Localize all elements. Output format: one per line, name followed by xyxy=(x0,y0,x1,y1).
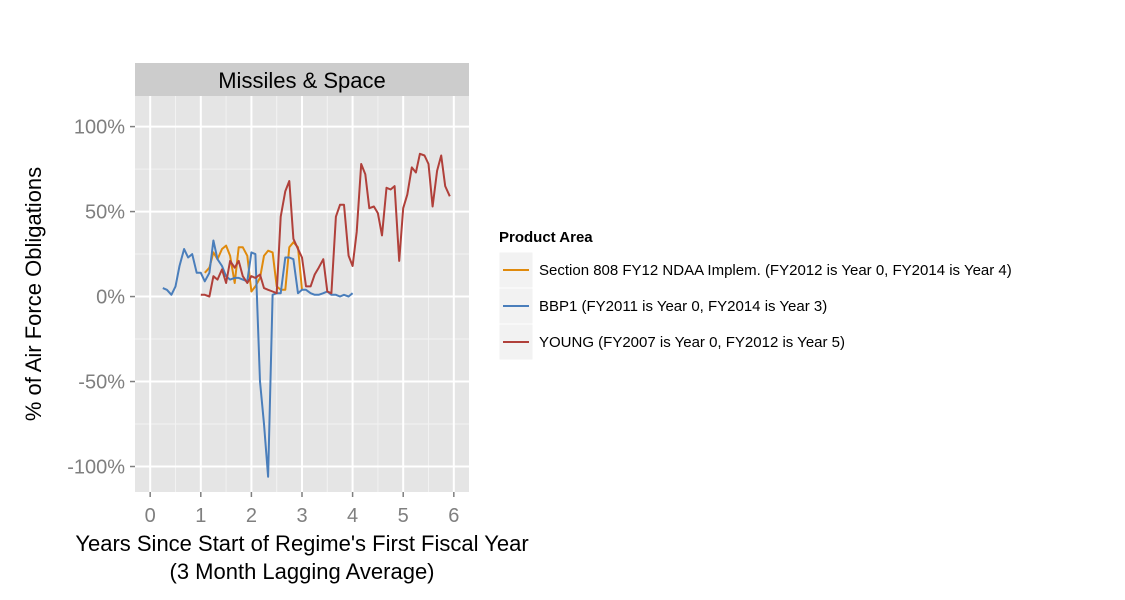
y-axis-title: % of Air Force Obligations xyxy=(21,167,46,421)
x-tick-label: 4 xyxy=(347,505,358,527)
series-lines xyxy=(162,152,451,478)
x-tick-label: 6 xyxy=(448,505,459,527)
y-tick-label: 0% xyxy=(96,287,125,309)
facet-title: Missiles & Space xyxy=(218,68,386,93)
legend-items: Section 808 FY12 NDAA Implem. (FY2012 is… xyxy=(498,251,1012,361)
major-gridlines xyxy=(135,96,469,492)
legend-title: Product Area xyxy=(499,229,593,246)
legend-label-3: YOUNG (FY2007 is Year 0, FY2012 is Year … xyxy=(539,334,845,351)
legend-label-1: Section 808 FY12 NDAA Implem. (FY2012 is… xyxy=(539,262,1012,279)
legend-label-2: BBP1 (FY2011 is Year 0, FY2014 is Year 3… xyxy=(539,298,827,315)
x-axis-title: Years Since Start of Regime's First Fisc… xyxy=(75,531,528,556)
axis-ticks xyxy=(130,125,455,497)
y-tick-label: 50% xyxy=(85,202,125,224)
legend: Product Area Section 808 FY12 NDAA Imple… xyxy=(498,229,1012,361)
x-tick-label: 2 xyxy=(246,505,257,527)
y-tick-label: -50% xyxy=(78,372,125,394)
x-tick-label: 0 xyxy=(145,505,156,527)
facet-strip xyxy=(135,63,469,96)
y-tick-label: -100% xyxy=(67,457,125,479)
x-tick-label: 1 xyxy=(195,505,206,527)
series-line-1 xyxy=(204,241,303,293)
series-line-3 xyxy=(200,152,451,298)
y-axis-tick-labels: 100% 50% 0% -50% -100% xyxy=(67,117,125,479)
y-tick-label: 100% xyxy=(74,117,125,139)
x-axis-title-line-2: (3 Month Lagging Average) xyxy=(170,559,435,584)
series-line-2 xyxy=(162,239,354,478)
x-tick-label: 3 xyxy=(296,505,307,527)
x-axis-tick-labels: 0 1 2 3 4 5 6 xyxy=(145,505,460,527)
x-tick-label: 5 xyxy=(398,505,409,527)
